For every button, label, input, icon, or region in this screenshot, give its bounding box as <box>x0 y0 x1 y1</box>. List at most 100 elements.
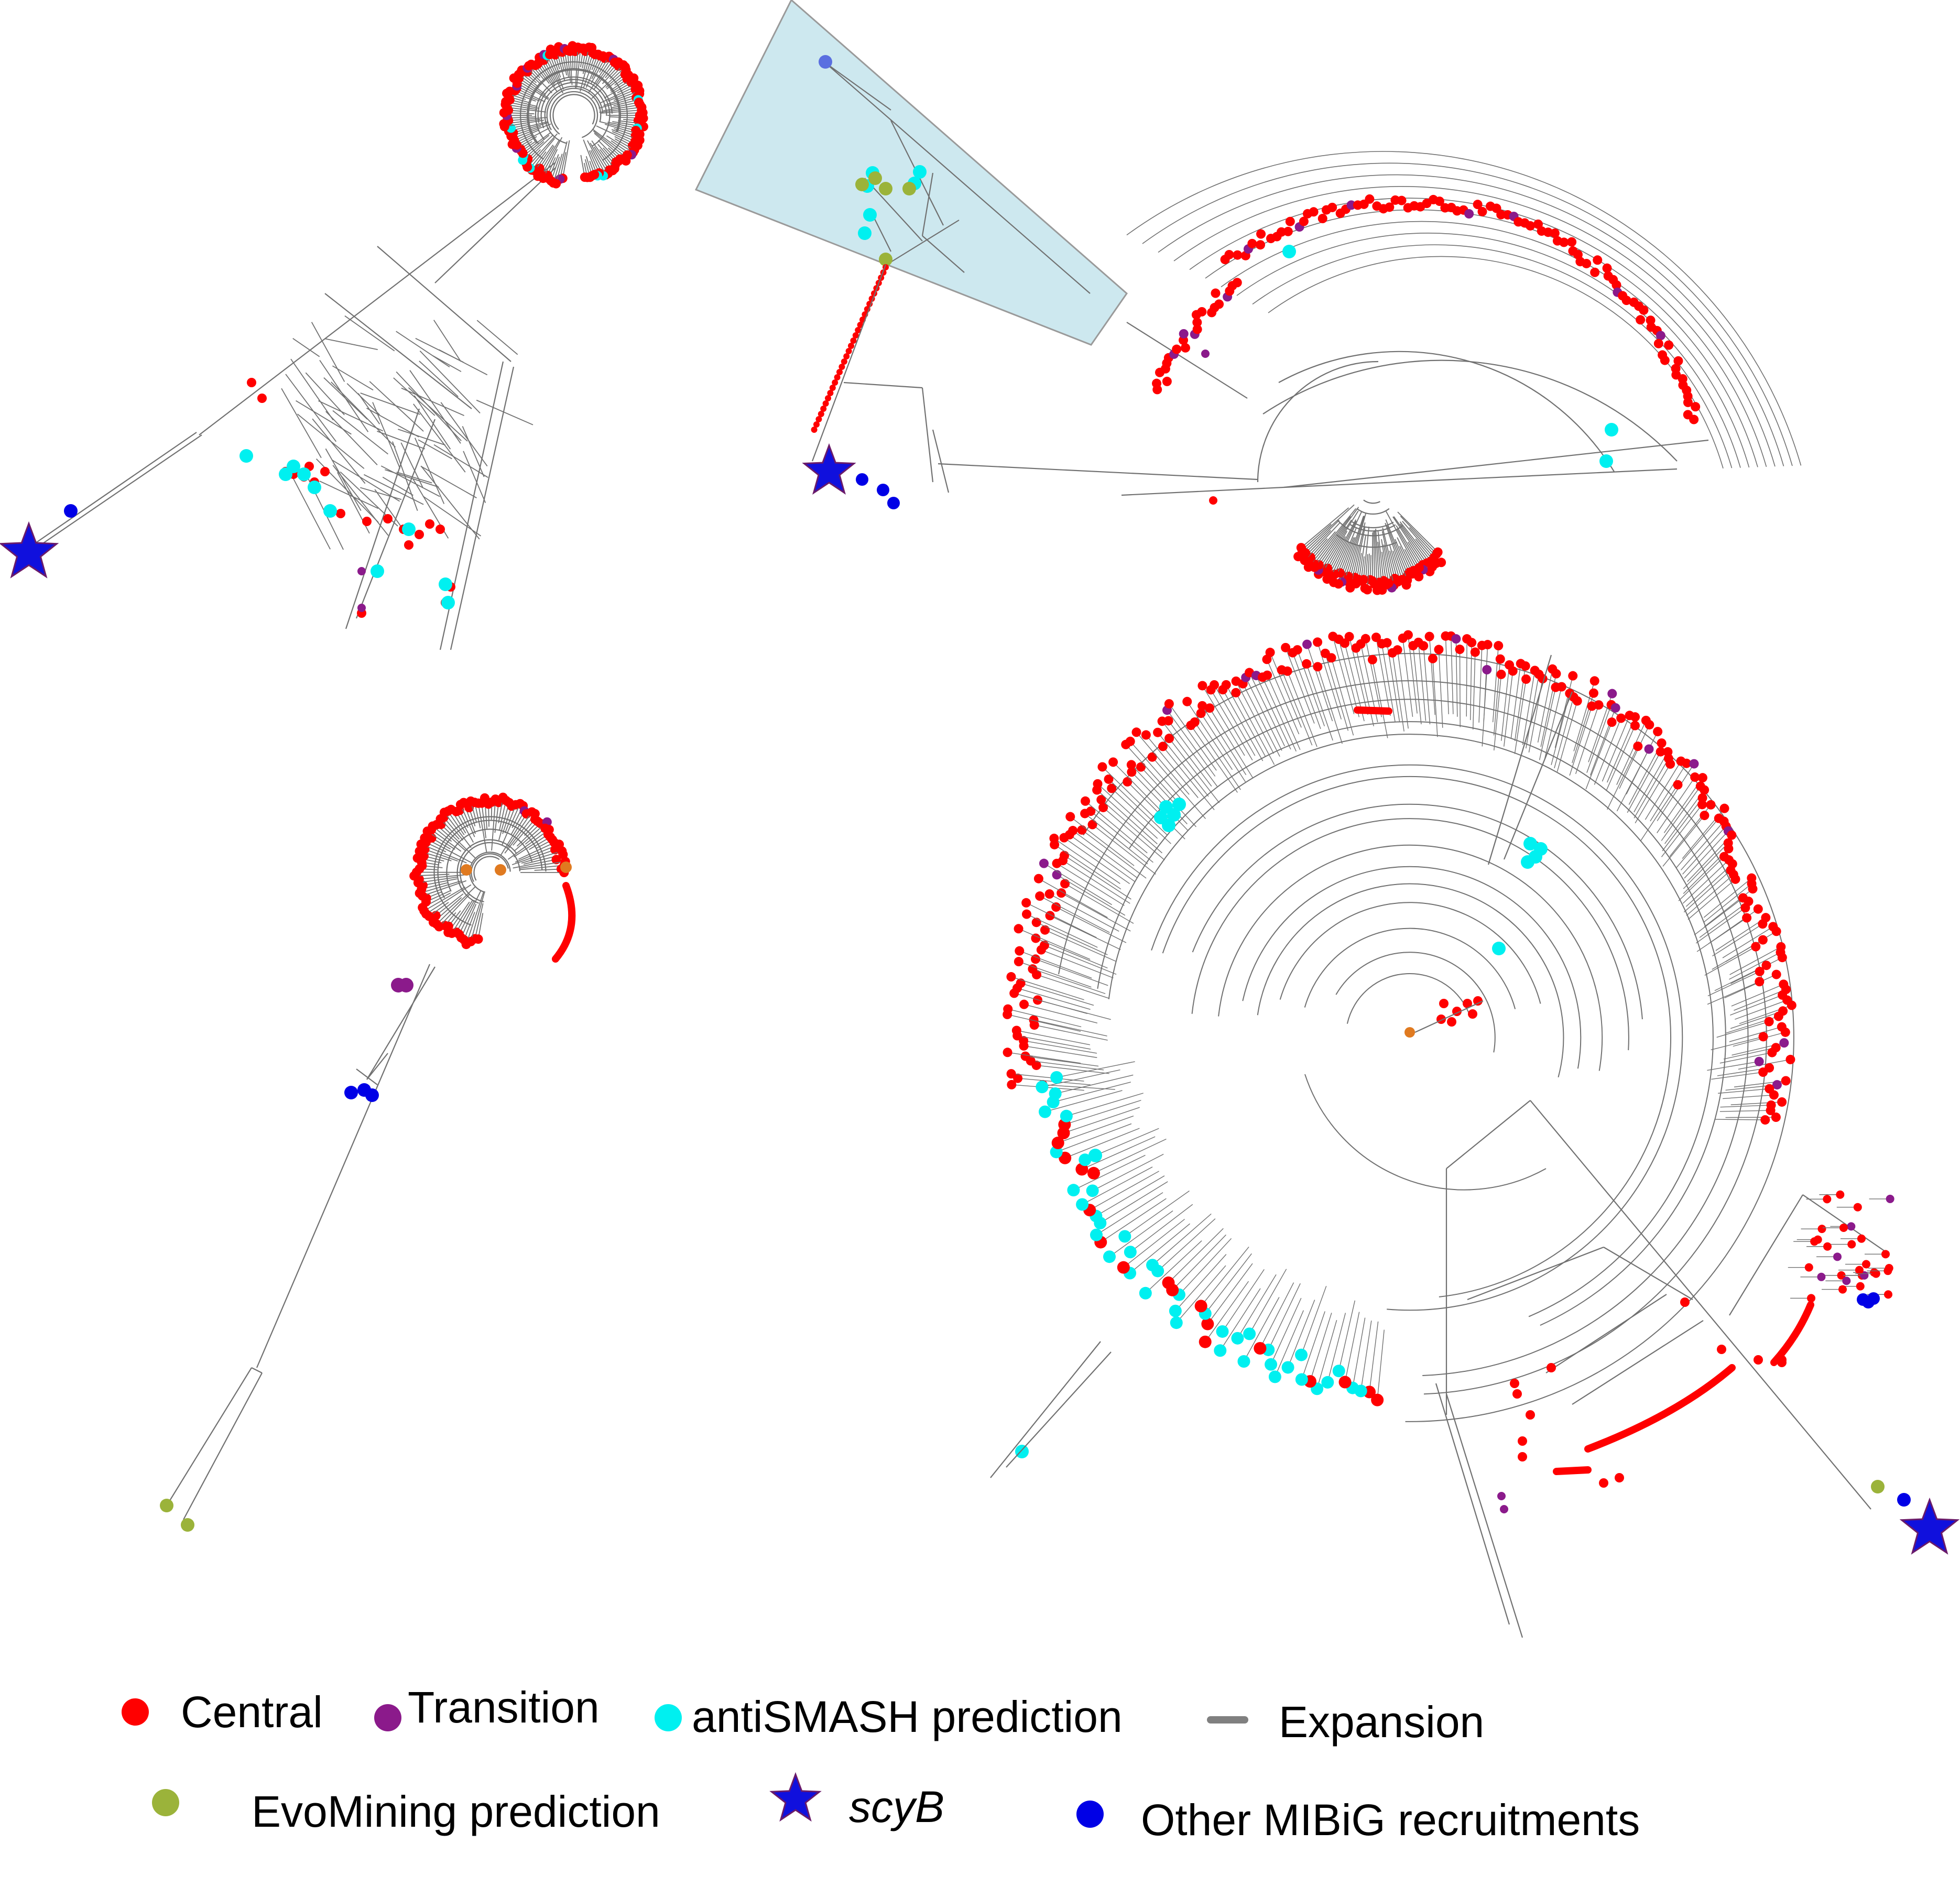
leaf-dot <box>1857 1234 1866 1243</box>
tree-branch <box>1099 1181 1168 1224</box>
tree-branch <box>1373 530 1375 584</box>
scyb-star-marker <box>802 443 856 495</box>
tree-branch <box>1036 974 1110 999</box>
tree-branch <box>440 402 488 467</box>
tree-branch <box>1412 646 1422 725</box>
tree-branch <box>1703 883 1752 923</box>
leaf-dot <box>829 385 836 391</box>
leaf-dot <box>1285 216 1295 226</box>
tree-branch <box>396 472 432 484</box>
tree-branch <box>1057 1061 1135 1078</box>
tree-branch <box>1007 1052 1081 1064</box>
tree-branch <box>1130 741 1185 803</box>
leaf-dot <box>1292 645 1302 655</box>
tree-branch <box>1287 671 1317 747</box>
leaf-dot <box>1772 1080 1782 1090</box>
tree-branch <box>1194 722 1241 790</box>
tree-branch <box>1316 1320 1337 1389</box>
tree-branch <box>422 878 458 886</box>
leaf-dot <box>1823 1195 1832 1204</box>
tree-branch <box>508 117 548 122</box>
legend-label-evomining: EvoMining prediction <box>252 1787 660 1836</box>
leaf-dot <box>1771 1112 1781 1122</box>
tree-branch <box>553 154 563 183</box>
tree-bottom-right <box>990 630 1960 1638</box>
leaf-dot <box>1172 344 1182 354</box>
tree-branch <box>494 802 499 833</box>
leaf-dot <box>1419 641 1429 651</box>
tree-branch <box>1157 732 1209 797</box>
leaf-dot <box>1761 961 1771 970</box>
tree-branch <box>1325 653 1349 731</box>
leaf-dot <box>1871 1269 1880 1278</box>
leaf-dot <box>843 353 850 359</box>
tree-branch <box>422 496 482 537</box>
tree-branch <box>505 104 538 110</box>
tree-branch <box>1268 1283 1301 1350</box>
tree-branch <box>590 143 609 174</box>
tree-branch <box>1301 1311 1325 1380</box>
tree-branch <box>1011 1073 1084 1082</box>
tree-branch <box>575 47 579 89</box>
tree-branch <box>1121 486 1284 496</box>
tree-branch <box>331 459 400 502</box>
tree-branch <box>1730 995 1783 1016</box>
leaf-dot <box>1842 1277 1851 1285</box>
leaf-dot <box>1360 634 1370 643</box>
tree-branch <box>585 56 601 88</box>
tree-branch <box>1510 663 1521 739</box>
tree-branch <box>421 844 467 864</box>
tree-branch <box>588 58 612 93</box>
tree-branch <box>1202 705 1247 776</box>
tree-branch <box>1011 976 1084 1000</box>
tree-branch <box>1664 790 1705 844</box>
antismash-dot <box>441 596 455 609</box>
tree-branch <box>1734 989 1787 1011</box>
tree-branch <box>1319 527 1346 565</box>
leaf-dot <box>1096 795 1106 805</box>
leaf-dot <box>1205 703 1215 713</box>
leaf-dot <box>1817 1225 1826 1234</box>
tree-branch <box>324 293 472 409</box>
legend-label-expansion: Expansion <box>1279 1697 1484 1747</box>
tree-internal-arc <box>1278 351 1615 472</box>
tree-branch <box>1585 722 1613 790</box>
tree-branch <box>534 144 554 171</box>
leaf-dot <box>1833 1252 1842 1261</box>
red-dot-icon <box>122 1698 149 1726</box>
tree-branch <box>1372 659 1388 738</box>
tree-branch <box>1126 322 1248 399</box>
tree-branch <box>474 903 484 939</box>
tree-branch <box>1064 855 1131 900</box>
leaf-dot <box>1231 1332 1244 1345</box>
tree-branch <box>1108 779 1168 836</box>
leaf-dot <box>1087 1166 1100 1180</box>
tree-branch <box>1704 946 1756 976</box>
leaf-dot <box>1657 738 1667 748</box>
tree-branch <box>499 800 507 831</box>
tree-branch <box>434 167 556 283</box>
tree-branch <box>1070 816 1135 866</box>
tree-branch <box>1696 917 1747 952</box>
tree-branch <box>1283 439 1709 488</box>
antismash-dot <box>1521 855 1534 869</box>
tree-branch <box>1301 507 1349 548</box>
evomining-dot <box>879 253 892 266</box>
tree-branch <box>1720 1105 1771 1108</box>
tree-branch <box>459 890 482 935</box>
leaf-dot <box>1602 263 1612 273</box>
tree-branch <box>1096 1175 1165 1217</box>
tree-internal-arc <box>1268 256 1724 469</box>
tree-branch <box>1338 639 1360 717</box>
antismash-dot <box>1154 811 1168 824</box>
leaf-dot <box>1594 700 1604 710</box>
legend: Central Transition antiSMASH prediction … <box>122 1683 1640 1845</box>
leaf-dot <box>1065 812 1075 822</box>
leaf-dot <box>1296 543 1306 553</box>
leaf-dot <box>1463 999 1472 1008</box>
leaf-dot <box>1141 730 1151 740</box>
leaf-dot <box>1727 830 1737 840</box>
tree-internal-arc <box>1356 508 1390 515</box>
tree-branch <box>1304 522 1341 561</box>
leaf-dot <box>1656 747 1665 757</box>
